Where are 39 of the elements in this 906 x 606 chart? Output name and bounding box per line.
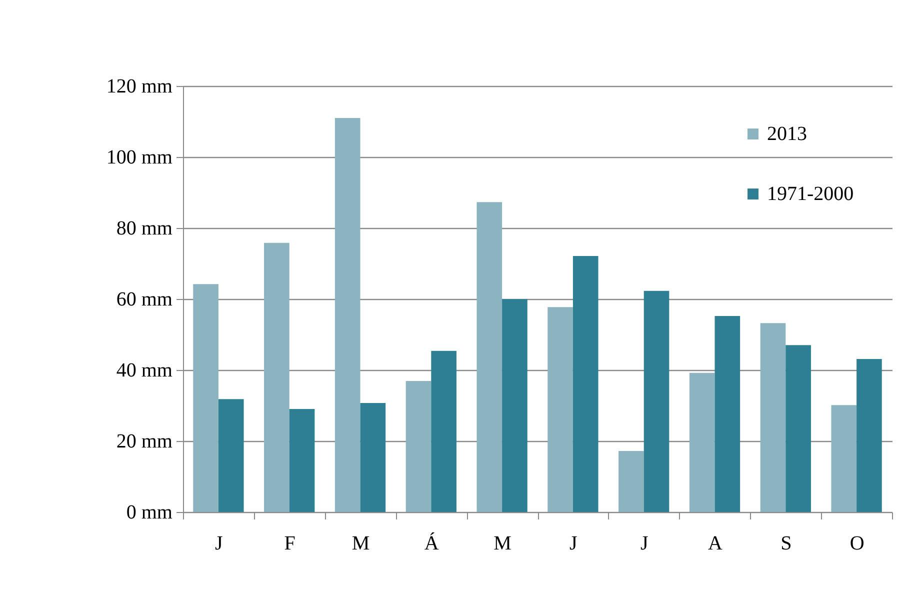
- bar: [360, 403, 386, 512]
- bar: [218, 399, 244, 512]
- bar: [431, 350, 456, 512]
- bar: [760, 323, 786, 512]
- bar: [406, 381, 432, 512]
- x-tick-label: Á: [424, 532, 440, 554]
- legend-label: 1971-2000: [767, 183, 854, 205]
- x-tick-label: J: [215, 532, 224, 554]
- x-tick-label: A: [708, 532, 724, 554]
- y-tick-label: 120 mm: [106, 76, 173, 98]
- bar: [548, 307, 573, 512]
- bar: [289, 409, 315, 512]
- y-tick-label: 60 mm: [116, 288, 173, 310]
- x-tick-label: J: [640, 532, 648, 554]
- bar: [831, 405, 857, 512]
- x-tick-label: S: [780, 532, 792, 554]
- x-tick-label: M: [494, 532, 512, 554]
- legend-label: 2013: [767, 123, 807, 145]
- bar: [193, 284, 218, 512]
- x-tick-label: M: [352, 532, 370, 554]
- bar: [689, 372, 715, 512]
- x-tick-label: F: [284, 532, 296, 554]
- bar: [572, 256, 598, 512]
- bar: [786, 345, 811, 512]
- y-tick-label: 100 mm: [106, 146, 173, 168]
- bar: [618, 450, 644, 512]
- bar: [264, 242, 290, 512]
- x-tick-label: J: [570, 532, 578, 554]
- bar: [644, 290, 670, 512]
- bar: [334, 118, 360, 512]
- bar: [856, 358, 882, 512]
- bar: [714, 316, 740, 512]
- y-tick-label: 20 mm: [116, 430, 173, 452]
- y-tick-label: 0 mm: [126, 502, 173, 524]
- bar: [476, 202, 502, 512]
- y-tick-label: 80 mm: [116, 218, 173, 240]
- bar: [502, 299, 528, 512]
- y-tick-label: 40 mm: [116, 360, 173, 382]
- x-tick-label: O: [850, 532, 864, 554]
